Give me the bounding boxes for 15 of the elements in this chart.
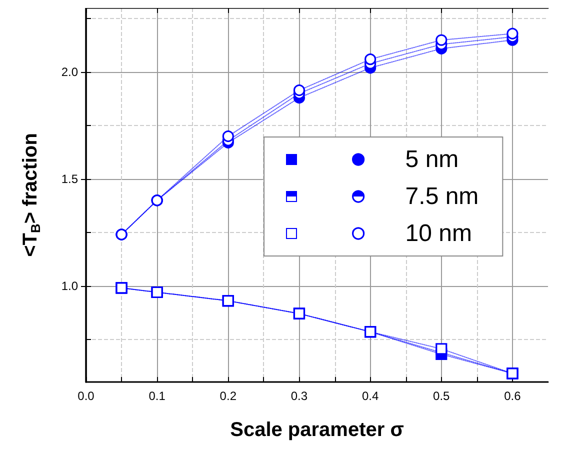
legend-label: 7.5 nm [405, 183, 479, 210]
x-tick-label: 0.5 [433, 389, 450, 403]
x-tick-label: 0.1 [148, 389, 166, 403]
legend-label: 5 nm [405, 146, 459, 173]
x-axis-title: Scale parameter σ [230, 419, 404, 441]
y-tick-label: 2.0 [61, 65, 78, 80]
x-tick-label: 0.3 [290, 389, 308, 403]
x-tick-label: 0.0 [78, 389, 95, 403]
x-tick-label: 0.6 [504, 389, 522, 403]
y-tick-label: 1.5 [61, 172, 78, 186]
x-tick-label: 0.2 [220, 389, 237, 403]
y-tick-label: 1.0 [61, 278, 78, 293]
y-axis-title: <TB> fraction [20, 133, 43, 257]
x-tick-label: 0.4 [362, 389, 379, 403]
legend-label: 10 nm [405, 220, 472, 247]
